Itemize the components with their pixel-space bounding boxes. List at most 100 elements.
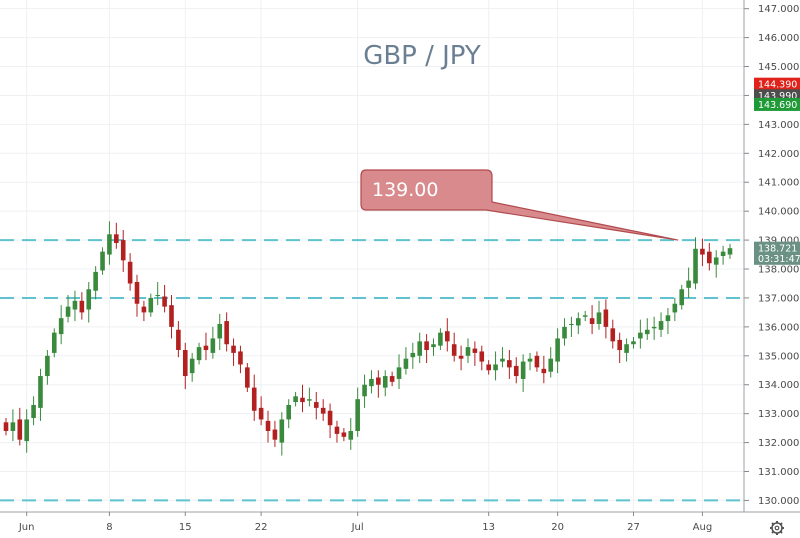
candle-body	[603, 309, 609, 327]
candle-body	[182, 350, 188, 377]
candle-body	[100, 251, 105, 271]
candle-body	[93, 271, 98, 291]
y-tick-label: 140.000	[758, 207, 799, 218]
price-badge	[754, 241, 800, 255]
candle-body	[148, 297, 154, 313]
settings-gear-icon[interactable]	[770, 521, 784, 535]
candle-body	[279, 419, 285, 443]
candle-body	[251, 387, 257, 411]
price-badge	[754, 251, 800, 265]
candle-body	[120, 240, 126, 261]
candle-body	[245, 367, 250, 388]
candle-body	[369, 378, 374, 387]
candle-body	[507, 360, 512, 368]
candle-body	[127, 261, 133, 284]
price-badge-label: 143.990	[758, 91, 797, 102]
y-tick-label: 132.000	[758, 438, 799, 449]
candle-body	[617, 339, 622, 351]
candle-body	[31, 404, 36, 418]
price-callout[interactable]: 139.00	[360, 169, 679, 241]
y-tick-label: 134.000	[758, 380, 799, 391]
candle-body	[444, 331, 450, 342]
x-tick-label: 8	[106, 522, 112, 533]
candle-body	[424, 341, 429, 351]
candle-body	[258, 407, 264, 420]
candle-body	[720, 251, 726, 256]
candle-body	[472, 348, 478, 353]
candle-body	[45, 355, 50, 377]
candle-body	[362, 384, 367, 397]
candle-body	[389, 376, 395, 382]
price-badge-label: 143.690	[758, 100, 797, 111]
candle-body	[693, 248, 698, 284]
candle-body	[24, 419, 29, 442]
y-tick-label: 146.000	[758, 33, 799, 44]
y-tick-label: 145.000	[758, 62, 799, 73]
candle-body	[713, 257, 719, 265]
candle-body	[72, 300, 78, 310]
candle-body	[65, 306, 71, 317]
candle-body	[562, 326, 567, 339]
y-tick-label: 136.000	[758, 322, 799, 333]
x-tick-label: 13	[482, 522, 495, 533]
candle-body	[17, 419, 23, 440]
y-tick-label: 147.000	[758, 4, 799, 15]
candle-body	[451, 344, 457, 356]
candle-body	[417, 341, 423, 356]
price-badge	[754, 77, 800, 91]
candle-body	[410, 352, 416, 358]
candle-body	[479, 351, 485, 362]
y-tick-label: 142.000	[758, 149, 799, 160]
candle-body	[610, 328, 616, 342]
candle-body	[569, 323, 574, 325]
candle-body	[665, 315, 671, 322]
candle-body	[155, 295, 160, 297]
price-badge-label: 138.721	[758, 244, 797, 255]
candle-body	[513, 365, 519, 377]
candle-body	[58, 318, 64, 335]
price-badge-label: 144.390	[758, 80, 797, 91]
candle-body	[576, 318, 581, 326]
candle-body	[224, 321, 229, 345]
candle-body	[51, 332, 57, 353]
time-axis[interactable]: Jun 8 15 22 Jul 13 20 27 Aug	[0, 511, 800, 533]
candle-body	[38, 376, 43, 408]
candle-body	[79, 300, 85, 313]
x-tick-label: 20	[551, 522, 564, 533]
x-tick-label: Aug	[693, 522, 713, 533]
candle-body	[707, 251, 712, 264]
candle-body	[624, 344, 629, 353]
candle-body	[534, 355, 540, 368]
candle-body	[700, 248, 705, 255]
candle-body	[231, 345, 236, 353]
candle-body	[203, 345, 209, 351]
candle-body	[272, 429, 278, 440]
candle-body	[320, 407, 326, 414]
callout-shape	[360, 169, 679, 241]
candle-body	[3, 422, 9, 432]
candle-body	[541, 368, 547, 374]
candle-body	[500, 358, 505, 362]
y-tick-label: 135.000	[758, 351, 799, 362]
y-tick-label: 139.000	[758, 236, 799, 247]
candle-body	[217, 323, 223, 339]
candle-body	[169, 305, 174, 327]
candle-body	[686, 280, 691, 288]
candle-body	[114, 234, 119, 243]
candle-body	[382, 376, 388, 388]
candle-body	[348, 431, 354, 440]
candles	[3, 221, 733, 456]
candle-body	[596, 312, 602, 324]
candle-body	[334, 426, 340, 434]
y-tick-label: 143.000	[758, 120, 799, 131]
candle-body	[631, 341, 636, 345]
candle-body	[465, 347, 471, 356]
candle-body	[527, 358, 533, 362]
candle-body	[189, 358, 195, 374]
candle-body	[520, 361, 526, 379]
candle-body	[679, 289, 685, 306]
candle-body	[555, 338, 560, 362]
price-badge-label: 03:31:47	[758, 254, 800, 265]
